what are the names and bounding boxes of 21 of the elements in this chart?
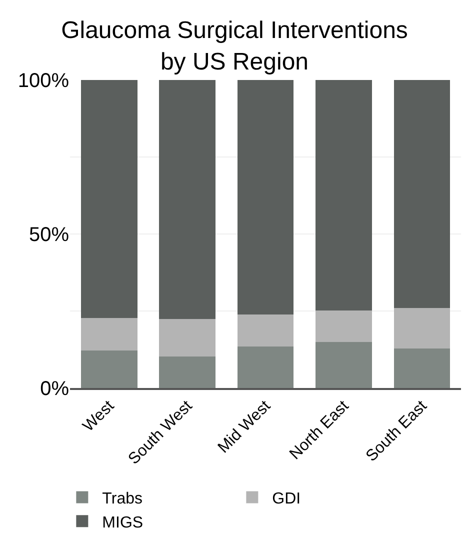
y-tick-label: 100% [18,70,70,92]
bar [316,310,372,342]
bar [394,80,450,308]
bar [316,80,372,310]
legend-label: MIGS [102,514,144,532]
bar [80,318,138,351]
bar [394,348,450,388]
bar [159,80,216,320]
bar [159,356,216,388]
legend-label: GDI [272,490,301,508]
bar [237,314,294,347]
bar [316,342,372,388]
y-tick-label: 50% [28,224,70,246]
bar [394,308,450,349]
y-tick-label: 0% [40,378,70,400]
bar [159,319,216,357]
legend-label: Trabs [102,490,142,508]
bar [237,80,294,314]
bar [237,346,294,388]
bar [80,350,138,388]
bar [80,80,138,318]
